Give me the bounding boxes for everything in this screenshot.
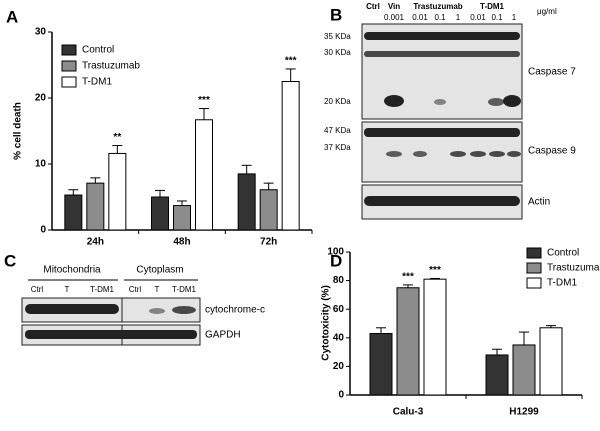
protein-label: GAPDH: [205, 330, 241, 341]
x-tick-label: H1299: [509, 407, 539, 418]
panel-label: A: [6, 7, 18, 26]
bar: [396, 287, 420, 396]
y-tick-label: 0: [338, 390, 344, 401]
y-tick-label: 80: [333, 275, 345, 286]
lane-label: T: [155, 285, 160, 294]
x-tick-label: Calu-3: [393, 407, 424, 418]
y-tick-label: 30: [35, 27, 47, 38]
bar: [539, 327, 563, 396]
unit-label: μg/ml: [537, 7, 557, 16]
legend-swatch: [526, 277, 542, 289]
lane-label: T-DM1: [172, 285, 197, 294]
significance-label: ***: [285, 56, 297, 67]
panel-label: B: [330, 5, 342, 24]
x-tick-label: 48h: [173, 237, 190, 248]
legend-label: Trastuzumab: [82, 61, 140, 72]
legend-swatch: [61, 76, 77, 88]
y-axis-label: Cytotoxicity (%): [321, 285, 332, 361]
marker-label: 37 KDa: [324, 143, 351, 152]
significance-label: ***: [402, 272, 414, 283]
bar: [64, 194, 83, 231]
x-tick-label: 24h: [87, 237, 104, 248]
marker-label: 20 KDa: [324, 97, 351, 106]
group-label: Ctrl: [366, 2, 380, 11]
legend-label: Control: [82, 45, 114, 56]
significance-label: ***: [198, 95, 210, 106]
bar: [423, 278, 447, 396]
legend-swatch: [526, 262, 542, 274]
bar: [259, 189, 278, 231]
lane-label: T-DM1: [90, 285, 115, 294]
fraction-label: Cytoplasm: [136, 265, 183, 276]
legend-label: Trastuzumab: [547, 263, 600, 274]
marker-label: 30 KDa: [324, 48, 351, 57]
significance-label: **: [113, 132, 121, 143]
blot-bands: [364, 32, 521, 206]
conc-label: 0.01: [412, 13, 428, 22]
y-tick-label: 0: [40, 225, 46, 236]
conc-label: 1: [512, 13, 517, 22]
protein-label: cytochrome-c: [205, 305, 265, 316]
protein-label: Actin: [528, 197, 550, 208]
protein-label: Caspase 7: [528, 67, 576, 78]
bar: [512, 344, 536, 396]
bar: [485, 354, 509, 396]
lane-label: T: [65, 285, 70, 294]
bar: [281, 81, 300, 231]
y-tick-label: 100: [327, 247, 344, 258]
group-label: Trastuzumab: [413, 2, 462, 11]
legend-label: Control: [547, 248, 579, 259]
y-tick-label: 20: [333, 361, 345, 372]
legend-swatch: [61, 60, 77, 72]
group-label: T-DM1: [480, 2, 505, 11]
bar: [369, 333, 393, 396]
bar: [151, 196, 169, 231]
lane-label: Ctrl: [129, 285, 142, 294]
bar: [237, 173, 256, 231]
legend-swatch: [61, 44, 77, 56]
conc-label: 0.001: [384, 13, 405, 22]
fraction-label: Mitochondria: [43, 265, 101, 276]
group-label: Vin: [388, 2, 400, 11]
y-tick-label: 20: [35, 93, 47, 104]
protein-label: Caspase 9: [528, 146, 576, 157]
panel-label: D: [330, 251, 342, 270]
x-tick-label: 72h: [260, 237, 277, 248]
conc-label: 0.1: [434, 13, 446, 22]
marker-label: 47 KDa: [324, 126, 351, 135]
bar: [195, 119, 213, 231]
conc-label: 1: [456, 13, 461, 22]
y-tick-label: 10: [35, 159, 47, 170]
conc-label: 0.1: [491, 13, 503, 22]
panel-label: C: [4, 251, 16, 270]
y-axis-label: % cell death: [13, 102, 24, 160]
lane-label: Ctrl: [31, 285, 44, 294]
blot-bands: [25, 304, 197, 339]
legend-swatch: [526, 247, 542, 259]
bar: [108, 152, 127, 231]
legend-label: T-DM1: [82, 77, 112, 88]
y-tick-label: 40: [333, 332, 345, 343]
marker-label: 35 KDa: [324, 32, 351, 41]
legend-label: T-DM1: [547, 278, 577, 289]
y-tick-label: 60: [333, 304, 345, 315]
bar: [173, 205, 191, 231]
bar: [86, 182, 105, 231]
conc-label: 0.01: [470, 13, 486, 22]
significance-label: ***: [429, 265, 441, 276]
